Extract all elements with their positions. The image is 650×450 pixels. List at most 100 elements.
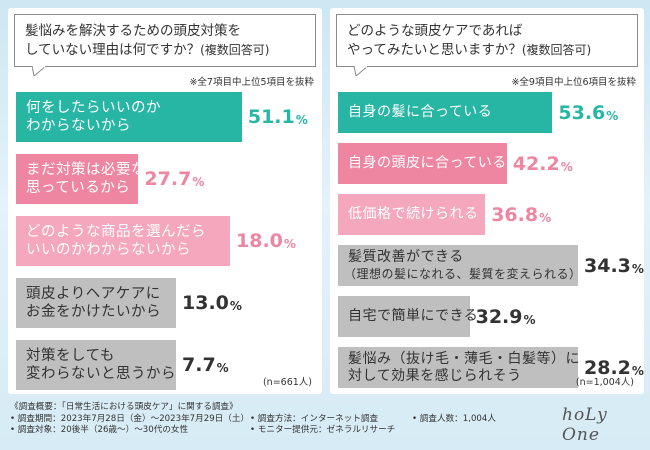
right-category-label: 低価格で続けられる <box>348 194 479 235</box>
right-question-line2: やってみたいと思いますか？ <box>347 42 522 58</box>
left-value-unit: % <box>295 113 308 127</box>
right-value-label: 53.6% <box>558 92 618 133</box>
right-question-note: (複数回答可) <box>521 43 592 57</box>
left-row: まだ対策は必要ないと 思っているから 27.7% <box>16 154 316 204</box>
left-row: 対策をしても 変わらないと思うから 7.7% <box>16 340 316 390</box>
right-category-label: 髪悩み（抜け毛・薄毛・白髪等）に 対して効果を感じられそう <box>348 347 580 388</box>
right-value-number: 32.9 <box>475 305 523 328</box>
left-category-label-line: どのような商品を選んだら <box>26 224 206 240</box>
left-value-label: 27.7% <box>144 154 204 204</box>
right-category-label-line: 髪質改善ができる <box>348 248 464 265</box>
right-value-unit: % <box>606 108 619 123</box>
left-value-label: 18.0% <box>236 216 296 266</box>
right-bar <box>338 347 578 388</box>
right-value-unit: % <box>631 261 644 276</box>
left-question-note: (複数回答可) <box>200 43 270 57</box>
right-category-label: 自宅で簡単にできる <box>348 296 478 337</box>
right-value-number: 53.6 <box>558 101 606 124</box>
left-value-unit: % <box>283 237 296 251</box>
left-value-number: 7.7 <box>182 354 216 376</box>
right-value-number: 42.2 <box>512 152 560 175</box>
left-bar <box>16 154 139 204</box>
left-category-label-line: まだ対策は必要ないと <box>26 162 176 178</box>
right-category-label: 自身の頭皮に合っている <box>348 143 507 184</box>
right-category-label-line: 低価格で続けられる <box>348 206 479 222</box>
left-category-label-line: 頭皮よりヘアケアに <box>26 286 161 302</box>
left-category-label: どのような商品を選んだら いいのかわからないから <box>26 216 206 266</box>
left-category-label: まだ対策は必要ないと 思っているから <box>26 154 176 204</box>
right-n-label: (n=1,004人) <box>575 377 634 388</box>
left-note: ※全7項目中上位5項目を抜粋 <box>189 77 314 88</box>
left-value-number: 51.1 <box>247 106 295 128</box>
footer-survey-method: • 調査方法：インターネット調査 <box>250 413 379 424</box>
right-question-tail <box>354 66 368 76</box>
left-category-label-line: 何をしたらいいのか <box>26 100 161 116</box>
left-row: 頭皮よりヘアケアに お金をかけたいから 13.0% <box>16 278 316 328</box>
right-question-box: どのような頭皮ケアであれば やってみたいと思いますか？(複数回答可) <box>336 14 638 67</box>
right-category-label-line: 自身の髪に合っている <box>348 104 493 120</box>
right-value-number: 36.8 <box>491 203 539 226</box>
left-bar <box>16 340 176 390</box>
left-question-line1: 髪悩みを解決するための頭皮対策を <box>25 23 241 39</box>
right-row: 髪悩み（抜け毛・薄毛・白髪等）に 対して効果を感じられそう 28.2% <box>338 347 644 388</box>
footer-survey-title: 《調査概要：「日常生活における頭皮ケア」に関する調査》 <box>10 402 238 412</box>
right-category-label-line: （理想の髪になれる、髪質を変えられる） <box>344 266 582 281</box>
right-value-label: 36.8% <box>491 194 551 235</box>
footer-survey-period: • 調査期間：2023年7月28日（金）～2023年7月29日（土） <box>10 413 250 424</box>
right-row: 低価格で続けられる 36.8% <box>338 194 638 235</box>
left-value-unit: % <box>192 175 205 189</box>
right-category-label-line: 髪悩み（抜け毛・薄毛・白髪等）に <box>348 350 580 367</box>
left-bar <box>16 216 230 266</box>
right-row: 自宅で簡単にできる 32.9% <box>338 296 638 337</box>
left-category-label: 頭皮よりヘアケアに お金をかけたいから <box>26 278 161 328</box>
right-bar <box>338 245 578 286</box>
left-value-number: 18.0 <box>236 230 283 252</box>
right-row: 自身の髪に合っている 53.6% <box>338 92 638 133</box>
footer-col2: • 調査方法：インターネット調査 • モニター提供元：ゼネラルリサーチ <box>250 402 395 437</box>
right-value-label: 32.9% <box>476 296 536 337</box>
left-value-unit: % <box>229 299 242 313</box>
right-value-label: 28.2% <box>584 347 644 388</box>
right-category-label: 自身の髪に合っている <box>348 92 492 133</box>
right-value-number: 34.3 <box>584 254 631 277</box>
right-note: ※全9項目中上位6項目を抜粋 <box>511 77 636 88</box>
left-question-line2: していない理由は何ですか？ <box>25 42 201 58</box>
left-chart-panel: 髪悩みを解決するための頭皮対策を していない理由は何ですか？(複数回答可) ※全… <box>8 8 322 394</box>
footer-survey-target: • 調査対象：20後半（26歳～）～30代の女性 <box>10 425 189 435</box>
right-bar <box>338 194 486 235</box>
right-bar <box>338 143 507 184</box>
left-n-label: (n=661人) <box>262 377 312 388</box>
left-question-tail <box>32 66 46 76</box>
right-value-unit: % <box>523 312 536 327</box>
left-bar <box>16 92 242 142</box>
left-question-box: 髪悩みを解決するための頭皮対策を していない理由は何ですか？(複数回答可) <box>14 14 316 67</box>
right-chart-panel: どのような頭皮ケアであれば やってみたいと思いますか？(複数回答可) ※全9項目… <box>330 8 644 394</box>
footer-col3: • 調査人数：1,004人 <box>412 402 496 425</box>
right-category-label: 髪質改善ができる （理想の髪になれる、髪質を変えられる） <box>344 245 582 286</box>
left-value-label: 51.1% <box>248 92 308 142</box>
left-category-label-line: 対策をしても <box>26 348 115 364</box>
left-value-number: 27.7 <box>144 168 192 190</box>
left-category-label-line: 思っているから <box>26 180 131 196</box>
right-value-unit: % <box>539 210 552 225</box>
right-row: 髪質改善ができる （理想の髪になれる、髪質を変えられる） 34.3% <box>338 245 644 286</box>
left-bar <box>16 278 176 328</box>
right-question-line1: どのような頭皮ケアであれば <box>347 23 523 39</box>
right-bar <box>338 296 470 337</box>
left-category-label-line: お金をかけたいから <box>26 304 161 320</box>
left-value-label: 7.7% <box>182 340 229 390</box>
right-row: 自身の頭皮に合っている 42.2% <box>338 143 638 184</box>
brand-logo: hoLy One <box>562 405 608 445</box>
right-bar <box>338 92 553 133</box>
right-value-label: 42.2% <box>513 143 573 184</box>
left-value-unit: % <box>216 361 229 375</box>
right-value-unit: % <box>631 363 644 378</box>
left-category-label-line: わからないから <box>26 118 131 134</box>
footer-survey-provider: • モニター提供元：ゼネラルリサーチ <box>250 425 396 435</box>
left-row: 何をしたらいいのか わからないから 51.1% <box>16 92 316 142</box>
left-category-label: 対策をしても変わらないと思うから <box>26 340 176 390</box>
left-category-label-line: 変わらないと思うから <box>26 366 176 382</box>
right-value-unit: % <box>560 159 573 174</box>
footer-col1: 《調査概要：「日常生活における頭皮ケア」に関する調査》 • 調査期間：2023年… <box>10 402 249 437</box>
left-value-label: 13.0% <box>182 278 242 328</box>
